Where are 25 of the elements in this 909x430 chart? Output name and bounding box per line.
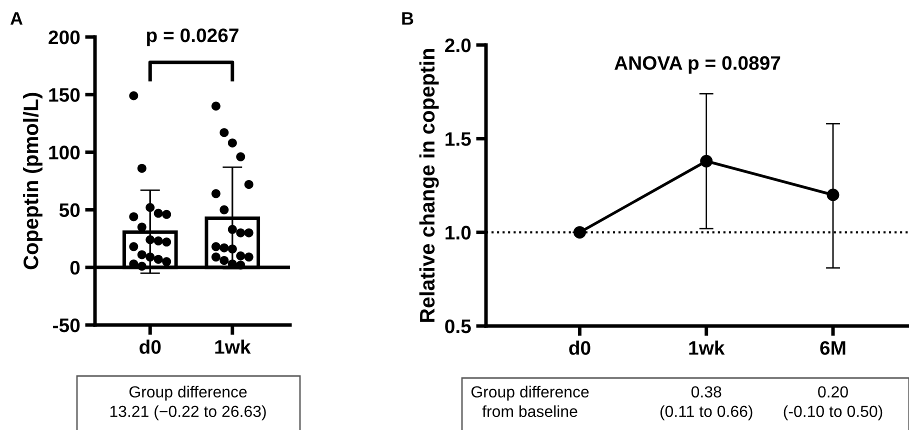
y-tick-label: -50 xyxy=(53,318,80,332)
annotation: ANOVA p = 0.0897 xyxy=(614,56,780,74)
text: Group difference from baseline xyxy=(471,386,589,418)
y-tick-label: 1.5 xyxy=(446,132,471,146)
y-tick-label: 200 xyxy=(48,30,80,44)
y-tick-label: 100 xyxy=(49,146,80,160)
text: 0.38 (0.11 to 0.66) xyxy=(660,386,752,420)
y-tick-label: 2.0 xyxy=(445,38,471,52)
y-tick-label: 0 xyxy=(70,260,80,275)
y-axis-title: Relative change in copeptin xyxy=(419,49,439,322)
y-tick-label: 0.5 xyxy=(445,319,471,334)
y-tick-label: 150 xyxy=(49,88,80,102)
y-tick-label: 50 xyxy=(59,203,80,218)
x-tick-label: d0 xyxy=(569,340,590,355)
x-tick-label: 1wk xyxy=(215,340,251,354)
chart-title: B xyxy=(402,12,414,25)
text: Group difference 13.21 (−0.22 to 26.63) xyxy=(110,386,266,420)
text: 0.20 (-0.10 to 0.50) xyxy=(784,386,882,420)
y-tick-label: 1.0 xyxy=(446,226,471,240)
chart-title: A xyxy=(10,12,23,25)
annotation: p = 0.0267 xyxy=(147,28,238,46)
x-tick-label: 6M xyxy=(820,341,846,355)
x-tick-label: 1wk xyxy=(689,340,725,355)
y-axis-title: Copeptin (pmol/L) xyxy=(23,92,42,270)
x-tick-label: d0 xyxy=(140,340,161,354)
